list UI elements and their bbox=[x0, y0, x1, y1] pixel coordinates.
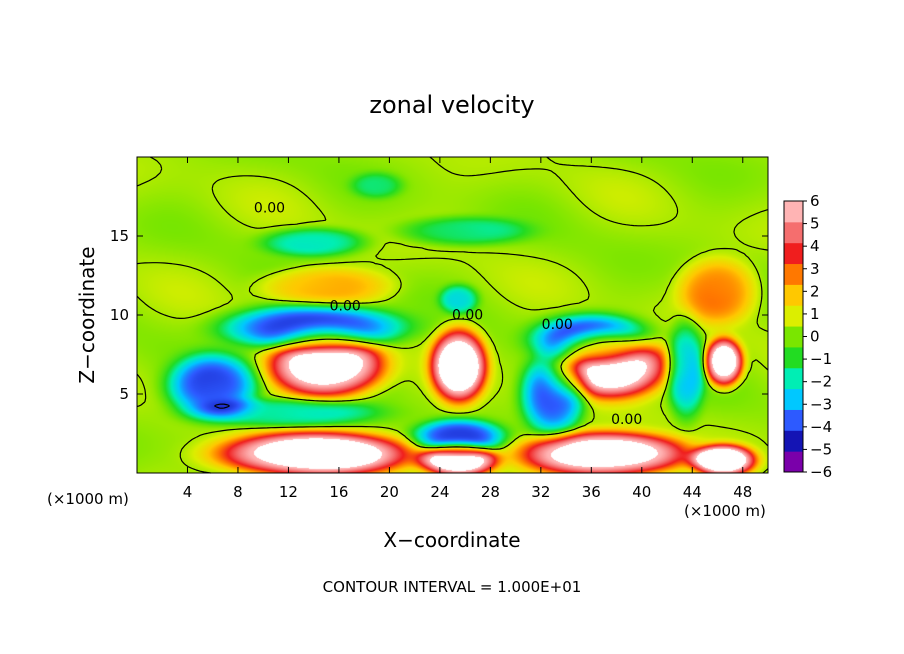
colorbar-swatch bbox=[784, 451, 803, 473]
colorbar-tick-label: 5 bbox=[810, 215, 820, 233]
x-tick-label: 48 bbox=[733, 483, 752, 501]
y-axis-title: Z−coordinate bbox=[75, 246, 99, 383]
colorbar-swatch bbox=[784, 430, 803, 452]
colorbar-swatch bbox=[784, 388, 803, 410]
x-tick-label: 24 bbox=[430, 483, 449, 501]
heatmap-field bbox=[137, 157, 768, 473]
chart-title: zonal velocity bbox=[369, 91, 534, 119]
plot-area: 0.00 0.00 0.00 0.00 0.00 bbox=[136, 156, 769, 474]
colorbar-tick-label: 0 bbox=[810, 328, 820, 346]
x-tick-label: 12 bbox=[279, 483, 298, 501]
x-tick-label: 8 bbox=[233, 483, 243, 501]
colorbar-swatch bbox=[784, 221, 803, 244]
y-tick-label: 10 bbox=[110, 306, 129, 324]
colorbar: 6 5 4 3 2 1 0 −1 −2 −3 −4 −5 −6 bbox=[783, 192, 832, 481]
x-tick-label: 28 bbox=[481, 483, 500, 501]
x-tick-label: 36 bbox=[582, 483, 601, 501]
colorbar-tick-label: 4 bbox=[810, 237, 820, 255]
colorbar-swatch bbox=[784, 326, 803, 348]
contour-interval-note: CONTOUR INTERVAL = 1.000E+01 bbox=[323, 578, 582, 596]
y-axis: 5 10 15 bbox=[110, 227, 768, 403]
contour-negative bbox=[214, 403, 230, 409]
colorbar-tick-label: −2 bbox=[810, 373, 832, 391]
colorbar-tick-label: −6 bbox=[810, 463, 832, 481]
contour-labels: 0.00 0.00 0.00 0.00 0.00 bbox=[254, 200, 642, 428]
x-tick-label: 40 bbox=[632, 483, 651, 501]
y-tick-label: 5 bbox=[119, 385, 129, 403]
colorbar-tick-label: −5 bbox=[810, 440, 832, 458]
x-tick-label: 4 bbox=[183, 483, 193, 501]
x-unit-right: (×1000 m) bbox=[684, 502, 766, 520]
colorbar-tick-label: −3 bbox=[810, 395, 832, 413]
colorbar-swatch bbox=[784, 367, 803, 390]
x-tick-label: 20 bbox=[380, 483, 399, 501]
contour-label: 0.00 bbox=[330, 298, 361, 314]
colorbar-tick-label: 2 bbox=[810, 282, 820, 300]
colorbar-tick-label: 3 bbox=[810, 260, 820, 278]
colorbar-swatch bbox=[784, 305, 803, 327]
contour-zero bbox=[136, 156, 769, 474]
colorbar-tick-label: −4 bbox=[810, 418, 832, 436]
contour-label: 0.00 bbox=[542, 317, 573, 333]
contour-lines bbox=[136, 156, 769, 474]
colorbar-swatch bbox=[784, 201, 803, 223]
colorbar-swatch bbox=[784, 242, 803, 265]
contour-label: 0.00 bbox=[254, 200, 285, 216]
colorbar-tick-label: −1 bbox=[810, 350, 832, 368]
colorbar-tick-label: 6 bbox=[810, 192, 820, 210]
colorbar-tick-label: 1 bbox=[810, 305, 820, 323]
x-axis: 4 8 12 16 20 24 28 32 36 40 44 48 bbox=[183, 157, 752, 501]
y-tick-label: 15 bbox=[110, 227, 129, 245]
colorbar-swatch bbox=[784, 263, 803, 285]
contour-label: 0.00 bbox=[611, 412, 642, 428]
contour-label: 0.00 bbox=[452, 308, 483, 324]
x-unit-left: (×1000 m) bbox=[47, 490, 129, 508]
x-axis-title: X−coordinate bbox=[383, 528, 520, 552]
x-tick-label: 44 bbox=[683, 483, 702, 501]
x-tick-label: 16 bbox=[329, 483, 348, 501]
colorbar-swatch bbox=[784, 284, 803, 306]
x-tick-label: 32 bbox=[531, 483, 550, 501]
colorbar-swatch bbox=[784, 409, 803, 431]
colorbar-swatch bbox=[784, 346, 803, 369]
